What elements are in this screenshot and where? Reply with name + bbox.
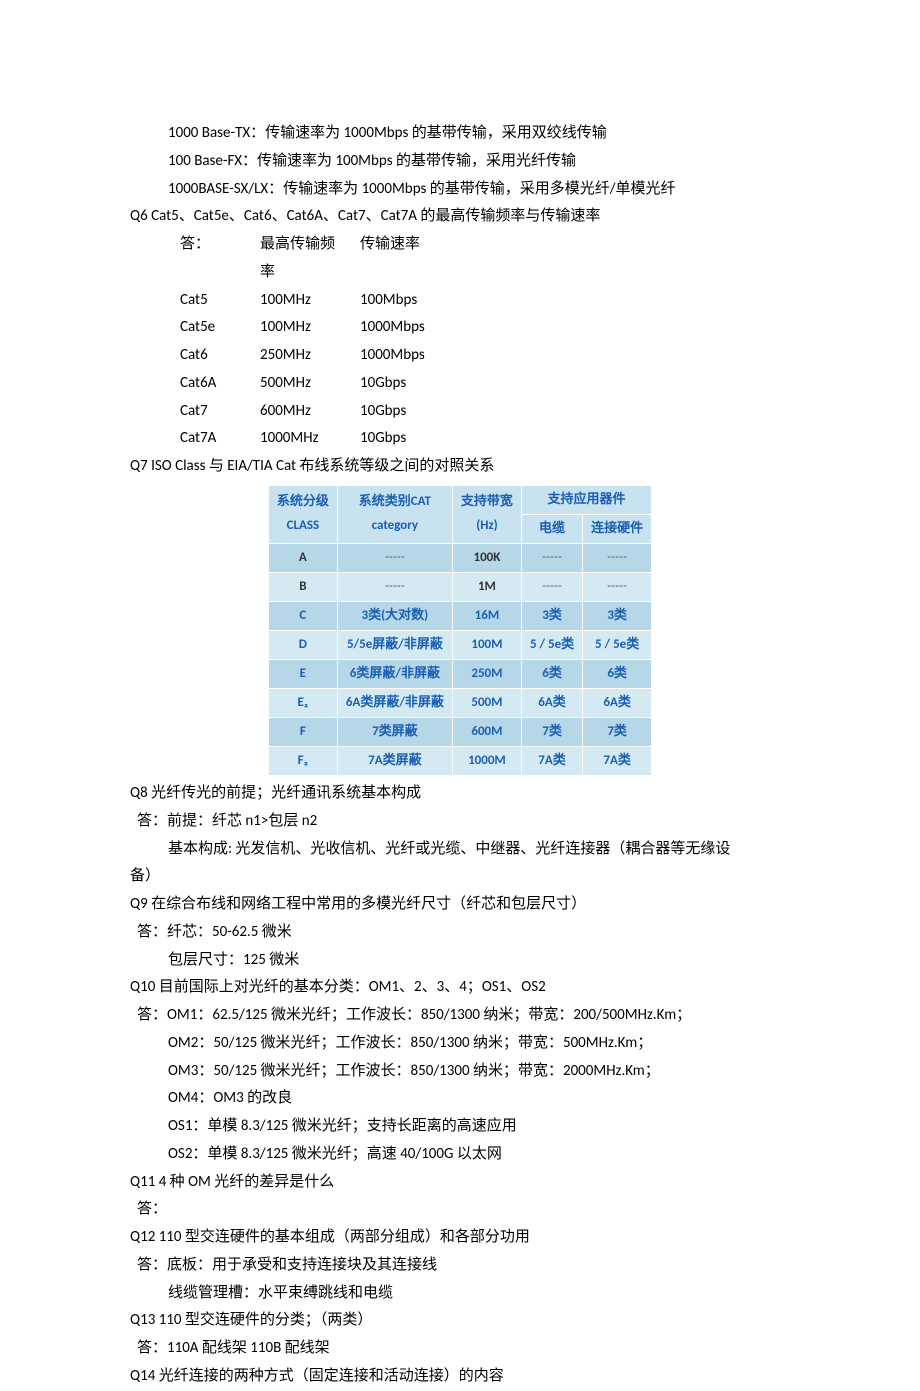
q11-question: Q11 4 种 OM 光纤的差异是什么 [130,1169,790,1197]
iso-header-cat: 系统类别CATcategory [337,485,452,543]
cat-table: 答： 最高传输频率 传输速率 Cat5100MHz100MbpsCat5e100… [130,231,790,453]
q10-answer-6: OS2：单模 8.3/125 微米光纤；高速 40/100G 以太网 [130,1141,790,1169]
table-row: Cat6A500MHz10Gbps [180,370,445,398]
table-row: Cat5100MHz100Mbps [180,287,445,315]
iso-class-table: 系统分级CLASS 系统类别CATcategory 支持带宽(Hz) 支持应用器… [268,485,652,776]
q8-answer-1: 答：前提：纤芯 n1>包层 n2 [130,808,790,836]
line-1000base-tx: 1000 Base-TX：传输速率为 1000Mbps 的基带传输，采用双绞线传… [130,120,790,148]
table-row: Cat7A1000MHz10Gbps [180,425,445,453]
table-row: Eₐ6A类屏蔽/非屏蔽500M6A类6A类 [268,689,651,718]
iso-header-class: 系统分级CLASS [268,485,337,543]
line-1000base-sxlx: 1000BASE-SX/LX：传输速率为 1000Mbps 的基带传输，采用多模… [130,176,790,204]
q13-question: Q13 110 型交连硬件的分类；（两类） [130,1307,790,1335]
line-100base-fx: 100 Base-FX：传输速率为 100Mbps 的基带传输，采用光纤传输 [130,148,790,176]
table-row: F7类屏蔽600M7类7类 [268,718,651,747]
cat-table-header: 答： 最高传输频率 传输速率 [180,231,440,287]
iso-header-bw: 支持带宽(Hz) [452,485,521,543]
q8-question: Q8 光纤传光的前提；光纤通讯系统基本构成 [130,780,790,808]
table-row: Fₐ7A类屏蔽1000M7A类7A类 [268,747,651,776]
q8-answer-3: 备） [130,863,790,891]
table-row: D5/5e屏蔽/非屏蔽100M5 / 5e类5 / 5e类 [268,630,651,659]
q10-answer-4: OM4：OM3 的改良 [130,1085,790,1113]
q7-question: Q7 ISO Class 与 EIA/TIA Cat 布线系统等级之间的对照关系 [130,453,790,481]
table-row: B-----1M---------- [268,572,651,601]
q10-answer-3: OM3：50/125 微米光纤；工作波长：850/1300 纳米；带宽：2000… [130,1058,790,1086]
q12-answer-2: 线缆管理槽：水平束缚跳线和电缆 [130,1280,790,1308]
q11-answer: 答： [130,1196,790,1224]
table-row: E6类屏蔽/非屏蔽250M6类6类 [268,660,651,689]
q9-answer-1: 答：纤芯：50-62.5 微米 [130,919,790,947]
iso-table-container: 系统分级CLASS 系统类别CATcategory 支持带宽(Hz) 支持应用器… [130,485,790,776]
cat-header-speed: 传输速率 [360,231,440,287]
iso-header-cable: 电缆 [521,514,582,543]
q9-question: Q9 在综合布线和网络工程中常用的多模光纤尺寸（纤芯和包层尺寸） [130,891,790,919]
cat-header-freq: 最高传输频率 [260,231,360,287]
q8-answer-2: 基本构成: 光发信机、光收信机、光纤或光缆、中继器、光纤连接器（耦合器等无缘设 [130,836,790,864]
iso-header-conn: 连接硬件 [583,514,652,543]
q12-answer-1: 答：底板：用于承受和支持连接块及其连接线 [130,1252,790,1280]
q12-question: Q12 110 型交连硬件的基本组成（两部分组成）和各部分功用 [130,1224,790,1252]
q10-question: Q10 目前国际上对光纤的基本分类：OM1、2、3、4；OS1、OS2 [130,974,790,1002]
q9-answer-2: 包层尺寸：125 微米 [130,947,790,975]
q10-answer-2: OM2：50/125 微米光纤；工作波长：850/1300 纳米；带宽：500M… [130,1030,790,1058]
table-row: A-----100K---------- [268,543,651,572]
q13-answer: 答：110A 配线架 110B 配线架 [130,1335,790,1363]
table-row: C3类(大对数)16M3类3类 [268,601,651,630]
answer-prefix: 答： [180,231,260,287]
table-row: Cat7600MHz10Gbps [180,398,445,426]
q14-question: Q14 光纤连接的两种方式（固定连接和活动连接）的内容 [130,1363,790,1391]
q10-answer-1: 答：OM1：62.5/125 微米光纤；工作波长：850/1300 纳米；带宽：… [130,1002,790,1030]
iso-header-support: 支持应用器件 [521,485,651,514]
table-row: Cat5e100MHz1000Mbps [180,314,445,342]
q6-question: Q6 Cat5、Cat5e、Cat6、Cat6A、Cat7、Cat7A 的最高传… [130,203,790,231]
q10-answer-5: OS1：单模 8.3/125 微米光纤；支持长距离的高速应用 [130,1113,790,1141]
table-row: Cat6250MHz1000Mbps [180,342,445,370]
